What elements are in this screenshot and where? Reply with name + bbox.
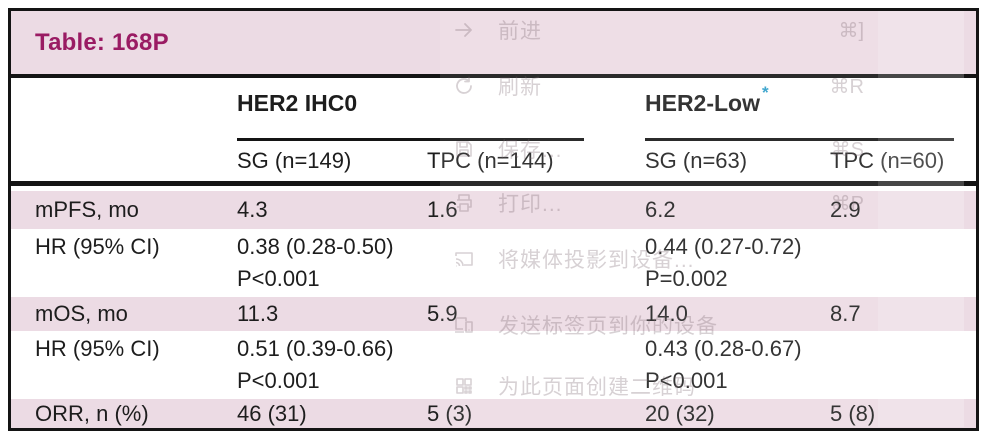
results-table-figure: Table: 168P HER2 IHC0 HER2-Low * SG (n=14… (8, 8, 979, 431)
cell-value: 46 (31) (237, 400, 307, 426)
cell-value: 5.9 (427, 301, 458, 326)
group-header-her2-low: HER2-Low * (645, 83, 769, 118)
cell-value: 20 (32) (645, 400, 715, 426)
table-row-mpfs: mPFS, mo 4.3 1.6 6.2 2.9 (11, 191, 976, 229)
cell-value: 0.51 (0.39-0.66) P<0.001 (237, 336, 394, 393)
spanner-rule-ihc0 (237, 138, 584, 141)
cell-value: 0.38 (0.28-0.50) P<0.001 (237, 234, 394, 291)
cell-value: 1.6 (427, 197, 458, 222)
row-label: mOS, mo (35, 301, 128, 326)
table-header: HER2 IHC0 HER2-Low * SG (n=149) TPC (n=14… (11, 82, 976, 186)
cell-value: 2.9 (830, 197, 861, 222)
column-header-tpc-60: TPC (n=60) (830, 148, 945, 173)
table-title: Table: 168P (35, 28, 169, 56)
group-header-her2-ihc0: HER2 IHC0 (237, 90, 357, 118)
cell-value: 11.3 (237, 301, 279, 326)
cell-value: 0.44 (0.27-0.72) P=0.002 (645, 234, 802, 291)
row-label: ORR, n (%) (35, 400, 149, 426)
spanner-rule-her2low (645, 138, 954, 141)
table-body: mPFS, mo 4.3 1.6 6.2 2.9 HR (95% CI) 0.3… (11, 191, 976, 428)
table-title-band: Table: 168P (11, 11, 976, 78)
cell-value: 4.3 (237, 197, 268, 222)
row-label: mPFS, mo (35, 197, 139, 222)
cell-value: 8.7 (830, 301, 861, 326)
cell-value: 5 (3) (427, 400, 473, 426)
table-row-pfs-hr: HR (95% CI) 0.38 (0.28-0.50) P<0.001 0.4… (11, 229, 976, 297)
row-label: HR (95% CI) (35, 234, 160, 259)
cell-value: 14.0 (645, 301, 688, 326)
cell-value: 0.43 (0.28-0.67) P<0.001 (645, 336, 802, 393)
asterisk-footnote-marker: * (762, 83, 769, 102)
group-label: HER2-Low (645, 90, 760, 116)
table-row-os-hr: HR (95% CI) 0.51 (0.39-0.66) P<0.001 0.4… (11, 331, 976, 399)
column-header-tpc-144: TPC (n=144) (427, 148, 554, 173)
row-label: HR (95% CI) (35, 336, 160, 361)
table-row-mos: mOS, mo 11.3 5.9 14.0 8.7 (11, 297, 976, 331)
column-header-sg-63: SG (n=63) (645, 148, 748, 173)
table-row-orr: ORR, n (%) 46 (31) 5 (3) 20 (32) 5 (8) (11, 399, 976, 428)
column-header-sg-149: SG (n=149) (237, 148, 352, 173)
cell-value: 5 (8) (830, 400, 876, 426)
cell-value: 6.2 (645, 197, 676, 222)
group-label: HER2 IHC0 (237, 90, 358, 116)
